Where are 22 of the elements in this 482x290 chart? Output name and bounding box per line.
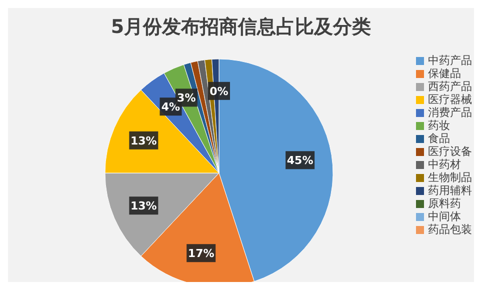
- data-label: 13%: [130, 134, 157, 148]
- legend-label: 生物制品: [428, 171, 472, 184]
- legend-label: 消费产品: [428, 106, 472, 119]
- legend-label: 医疗设备: [428, 145, 472, 158]
- data-label: 17%: [188, 247, 214, 260]
- chart-title: 5月份发布招商信息占比及分类: [110, 15, 372, 40]
- legend-label: 西药产品: [428, 80, 472, 93]
- legend-label: 食品: [428, 132, 450, 145]
- legend-label: 保健品: [428, 67, 461, 80]
- data-label: 4%: [161, 100, 180, 114]
- text: 0%: [210, 84, 228, 98]
- legend-label: 中间体: [428, 210, 461, 223]
- data-label: 13%: [130, 200, 157, 213]
- legend-label: 原料药: [428, 197, 461, 210]
- legend-label: 中药产品: [428, 54, 472, 67]
- legend-label: 中药材: [428, 158, 461, 171]
- data-label: 45%: [286, 154, 314, 168]
- legend-label: 药用辅料: [428, 184, 472, 197]
- legend-label: 药妆: [428, 119, 450, 132]
- legend-label: 药品包装: [428, 223, 472, 236]
- legend-label: 医疗器械: [428, 93, 472, 106]
- data-label: 3%: [177, 92, 196, 105]
